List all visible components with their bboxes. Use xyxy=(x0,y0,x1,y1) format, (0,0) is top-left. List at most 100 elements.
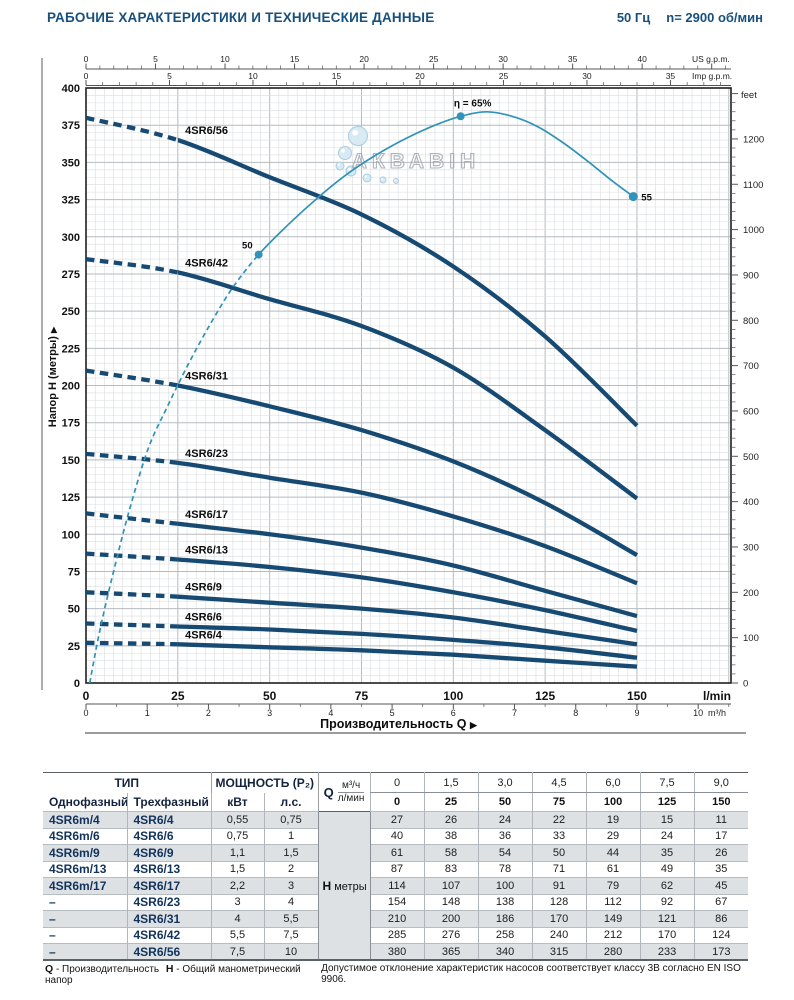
head-value: 71 xyxy=(531,860,587,878)
svg-text:50: 50 xyxy=(68,604,80,616)
svg-text:10: 10 xyxy=(248,71,258,81)
svg-text:7: 7 xyxy=(512,708,517,718)
legend-text: Q - Производительность Н - Общий маномет… xyxy=(45,963,321,986)
svg-text:6: 6 xyxy=(451,708,456,718)
power-hp-value: 1 xyxy=(263,827,319,845)
three-phase-model: 4SR6/17 xyxy=(126,877,211,894)
head-value: 26 xyxy=(693,844,749,861)
head-value: 154 xyxy=(369,893,425,911)
power-kw-value: 0,55 xyxy=(210,811,264,828)
head-value: 186 xyxy=(477,910,533,927)
bubble-icon xyxy=(348,126,368,146)
head-value: 315 xyxy=(531,943,587,960)
head-value: 11 xyxy=(693,811,749,828)
power-kw-value: 1,5 xyxy=(210,860,264,878)
watermark: АКВАВІН xyxy=(335,126,476,184)
svg-text:0: 0 xyxy=(83,689,90,703)
svg-text:5: 5 xyxy=(390,708,395,718)
pump-curve-dashed-4SR6/6 xyxy=(85,621,178,629)
q-m3h-value: 3,0 xyxy=(477,772,533,793)
head-meters-cell: Н метры xyxy=(317,811,371,960)
head-value: 107 xyxy=(423,877,479,894)
head-value: 22 xyxy=(531,811,587,828)
technical-data-table: ТИП МОЩНОСТЬ (P₂) Q м³/ч л/мин 0 1,5 3,0 4,… xyxy=(43,772,749,961)
head-value: 240 xyxy=(531,926,587,944)
unit-lmin-label: л/мин xyxy=(337,793,365,804)
pump-curve-4SR6/4 xyxy=(177,642,638,669)
three-phase-model: 4SR6/42 xyxy=(126,926,211,944)
power-kw-value: 0,75 xyxy=(210,827,264,845)
head-value: 24 xyxy=(639,827,695,845)
page-header: РАБОЧИЕ ХАРАКТЕРИСТИКИ И ТЕХНИЧЕСКИЕ ДАН… xyxy=(47,10,763,25)
single-phase-model: – xyxy=(43,893,127,911)
power-hp-value: 4 xyxy=(263,893,319,911)
power-kw-value: 5,5 xyxy=(210,926,264,944)
head-value: 258 xyxy=(477,926,533,944)
single-phase-model: – xyxy=(43,943,127,960)
svg-text:20: 20 xyxy=(415,71,425,81)
svg-text:100: 100 xyxy=(62,529,80,541)
table-row: 4SR6m/9 4SR6/9 1,1 1,5 61 58 54 50 44 35 26 xyxy=(43,844,749,861)
single-phase-model: 4SR6m/9 xyxy=(43,844,127,861)
pump-curve-4SR6/56 xyxy=(177,137,639,428)
head-value: 210 xyxy=(369,910,425,927)
svg-text:0: 0 xyxy=(84,54,89,64)
head-value: 78 xyxy=(477,860,533,878)
y-axis-title: Напор Н (метры) ▶ xyxy=(47,326,59,427)
svg-text:1: 1 xyxy=(145,708,150,718)
svg-text:350: 350 xyxy=(62,157,80,169)
svg-text:4: 4 xyxy=(328,708,333,718)
efficiency-marker-55 xyxy=(628,192,638,202)
head-value: 24 xyxy=(477,811,533,828)
pump-curve-4SR6/17 xyxy=(177,521,638,619)
svg-text:400: 400 xyxy=(743,497,759,508)
q-m3h-value: 6,0 xyxy=(585,772,641,793)
curve-label-4SR6/9: 4SR6/9 xyxy=(185,582,222,594)
axis-meters: 0 25 50 75 100 125 150 175 200 225 250 275 300 325 350… xyxy=(47,83,80,690)
efficiency-curve-solid xyxy=(258,110,634,256)
svg-text:55: 55 xyxy=(641,193,652,204)
svg-text:30: 30 xyxy=(498,54,508,64)
head-value: 29 xyxy=(585,827,641,845)
head-value: 212 xyxy=(585,926,641,944)
feet-unit: feet xyxy=(741,90,757,101)
head-value: 35 xyxy=(639,844,695,861)
frequency-value: 50 Гц xyxy=(616,10,651,25)
head-value: 138 xyxy=(477,893,533,911)
svg-text:10: 10 xyxy=(693,708,703,718)
svg-text:225: 225 xyxy=(62,343,80,355)
svg-text:5: 5 xyxy=(153,54,158,64)
q-m3h-value: 7,5 xyxy=(639,772,695,793)
svg-text:600: 600 xyxy=(743,406,759,417)
curve-label-4SR6/6: 4SR6/6 xyxy=(185,611,222,623)
head-value: 173 xyxy=(693,943,749,960)
three-phase-model: 4SR6/23 xyxy=(126,893,211,911)
three-phase-header: Трехфазный xyxy=(126,792,211,812)
plot-border xyxy=(85,87,732,684)
table-row: –4SR6/42 5,5 7,5 285 276 258 240 212 170 124 xyxy=(43,926,749,944)
head-value: 35 xyxy=(693,860,749,878)
head-value: 340 xyxy=(477,943,533,960)
svg-text:700: 700 xyxy=(743,361,759,372)
svg-text:250: 250 xyxy=(62,306,80,318)
table-body: 4SR6m/4 4SR6/4 0,55 0,75 Н метры 27 26 24 22 19 15… xyxy=(43,811,749,960)
head-value: 45 xyxy=(693,877,749,894)
svg-text:175: 175 xyxy=(62,418,80,430)
axis-us-gpm: 0 5 10 15 20 25 30 35 40 US g.p.m. xyxy=(84,54,731,70)
head-value: 121 xyxy=(639,910,695,927)
axis-feet: 0 100 200 300 400 500 600 700 800 900 1000 1100 1200… xyxy=(731,90,764,690)
power-kw-value: 4 xyxy=(210,910,264,927)
three-phase-model: 4SR6/31 xyxy=(126,910,211,927)
pump-curve-4SR6/42 xyxy=(177,270,639,501)
svg-text:5: 5 xyxy=(167,71,172,81)
head-value: 58 xyxy=(423,844,479,861)
bubble-icon xyxy=(335,161,345,171)
head-value: 79 xyxy=(585,877,641,894)
type-header: ТИП xyxy=(43,772,211,793)
pump-curve-dashed-4SR6/13 xyxy=(85,551,178,562)
svg-text:375: 375 xyxy=(62,120,80,132)
svg-text:200: 200 xyxy=(62,381,80,393)
q-lmin-value: 75 xyxy=(531,792,587,812)
table-row: 4SR6m/13 4SR6/13 1,5 2 87 83 78 71 61 49 35 xyxy=(43,860,749,878)
